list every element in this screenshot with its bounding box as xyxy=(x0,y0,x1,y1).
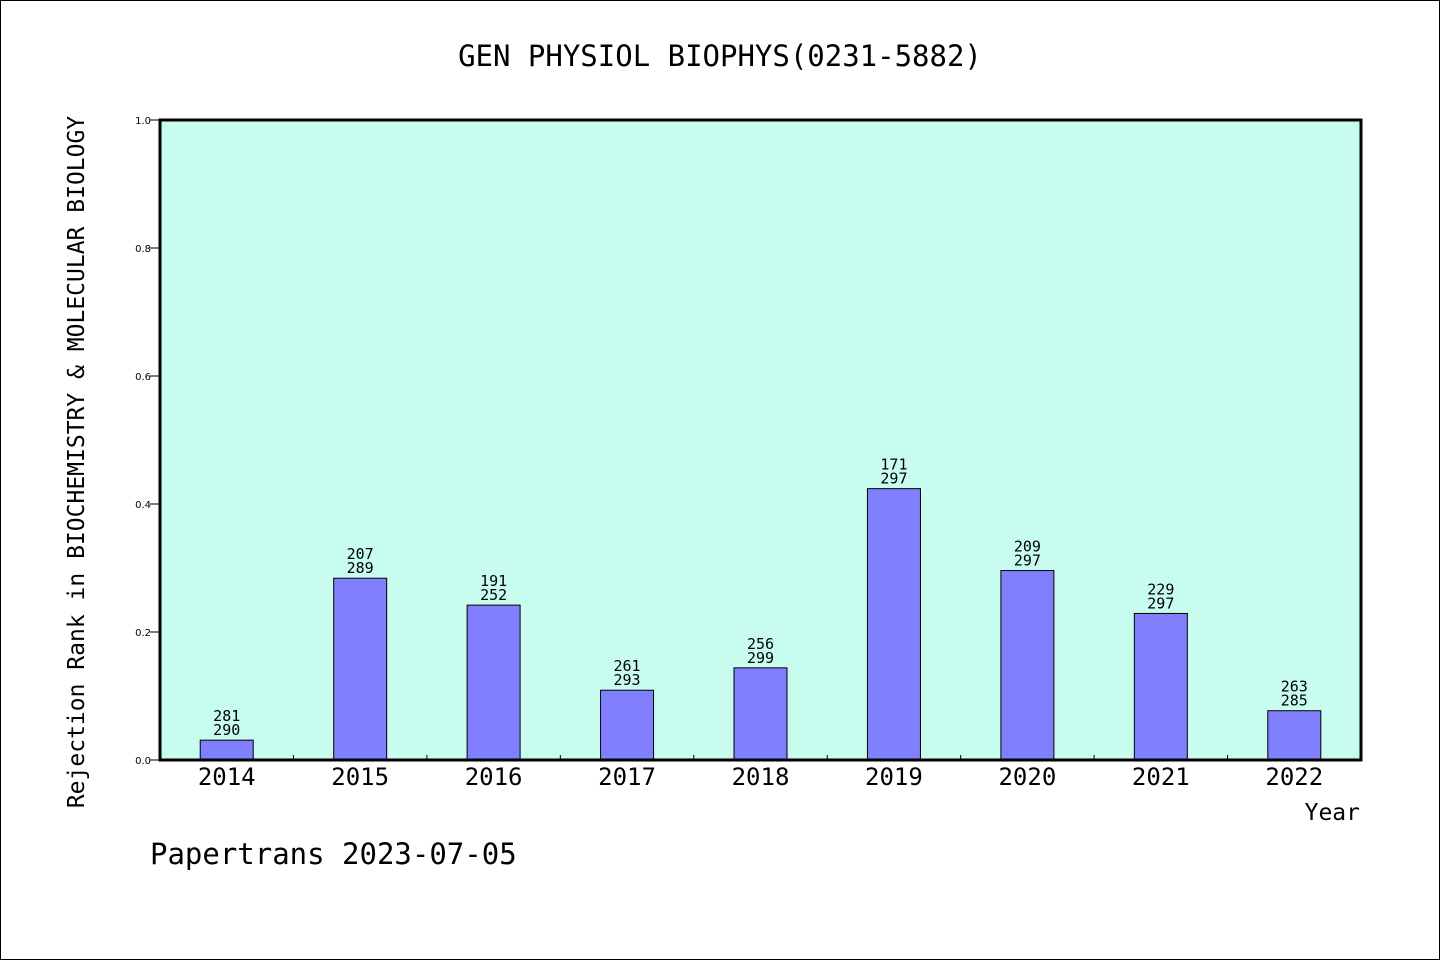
chart-title: GEN PHYSIOL BIOPHYS(0231-5882) xyxy=(458,39,982,73)
data-label-top: 256 xyxy=(747,635,774,653)
x-tick-label: 2014 xyxy=(198,763,256,791)
x-tick-label: 2019 xyxy=(865,763,923,791)
bar-2014 xyxy=(199,739,254,761)
bar-2019 xyxy=(866,488,921,761)
bar-2017 xyxy=(600,689,655,761)
data-label-bottom: 285 xyxy=(1281,692,1308,710)
x-axis-label: Year xyxy=(1305,800,1360,826)
data-label-bottom: 297 xyxy=(1147,594,1174,612)
y-tick-label: 0.0 xyxy=(135,756,151,767)
data-label-top: 209 xyxy=(1014,538,1041,556)
x-tick-label: 2017 xyxy=(598,763,656,791)
data-label-top: 281 xyxy=(213,707,240,725)
data-label-bottom: 289 xyxy=(347,559,374,577)
bar-2016 xyxy=(466,604,521,761)
data-label-bottom: 293 xyxy=(614,671,641,689)
bar-2018 xyxy=(733,667,788,761)
x-tick-label: 2022 xyxy=(1265,763,1323,791)
x-tick-label: 2015 xyxy=(331,763,389,791)
x-tick-label: 2018 xyxy=(732,763,790,791)
data-label-bottom: 299 xyxy=(747,649,774,667)
data-label-bottom: 290 xyxy=(213,721,240,739)
x-tick-label: 2020 xyxy=(998,763,1056,791)
x-axis: 2014 2015 2016 2017 2018 2019 2020 2021 2022 xyxy=(198,755,1323,791)
data-label-top: 229 xyxy=(1147,580,1174,598)
y-axis: 0.0 0.2 0.4 0.6 0.8 1.0 xyxy=(135,116,160,767)
data-label-bottom: 252 xyxy=(480,586,507,604)
data-label-bottom: 297 xyxy=(1014,552,1041,570)
bars: 2812902072891912522612932562991712972092… xyxy=(199,456,1322,761)
y-tick-label: 0.8 xyxy=(135,244,151,255)
data-label-top: 171 xyxy=(880,456,907,474)
y-tick-label: 0.2 xyxy=(135,628,151,639)
y-axis-label: Rejection Rank in BIOCHEMISTRY & MOLECUL… xyxy=(64,116,90,809)
data-label-top: 191 xyxy=(480,572,507,590)
bar-2020 xyxy=(1000,570,1055,761)
y-tick-label: 0.6 xyxy=(135,372,151,383)
data-label-bottom: 297 xyxy=(880,470,907,488)
data-label-top: 207 xyxy=(347,545,374,563)
x-tick-label: 2021 xyxy=(1132,763,1190,791)
bar-2021 xyxy=(1133,612,1188,761)
x-tick-label: 2016 xyxy=(465,763,523,791)
y-tick-label: 0.4 xyxy=(135,500,151,511)
data-label-top: 261 xyxy=(614,657,641,675)
footer-credit: Papertrans 2023-07-05 xyxy=(150,837,517,871)
data-label-top: 263 xyxy=(1281,678,1308,696)
bar-2015 xyxy=(333,577,388,761)
y-tick-label: 1.0 xyxy=(135,116,151,127)
plot-border xyxy=(158,118,1363,762)
bar-2022 xyxy=(1267,710,1322,761)
